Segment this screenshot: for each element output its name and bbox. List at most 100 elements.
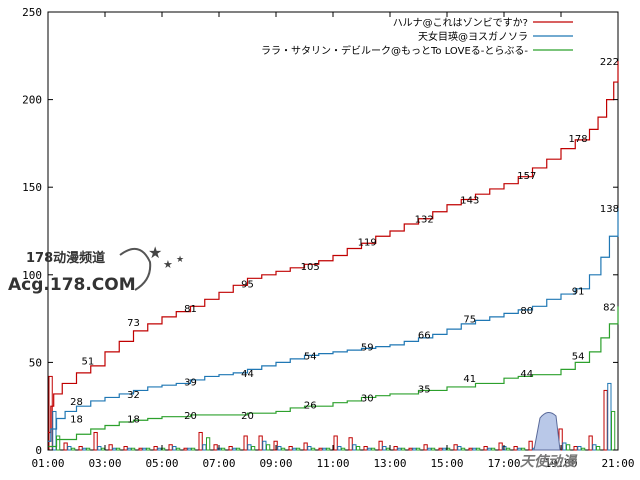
bar-blue — [277, 445, 282, 451]
data-label: 30 — [361, 393, 374, 404]
bar-green — [371, 447, 376, 451]
bar-blue — [427, 447, 432, 451]
data-label: 44 — [520, 369, 533, 380]
series-lines — [48, 61, 619, 448]
bar-green — [131, 447, 136, 451]
y-tick-label: 0 — [35, 444, 42, 457]
bar-red — [123, 445, 128, 451]
bar-green — [71, 447, 76, 451]
data-label: 35 — [418, 385, 431, 396]
star-icon: ★ — [163, 258, 173, 271]
data-label: 39 — [184, 378, 197, 389]
bar-blue — [82, 447, 87, 451]
bar-blue — [187, 447, 192, 451]
bar-blue — [322, 447, 327, 451]
data-label: 73 — [127, 318, 140, 329]
x-tick-label: 21:00 — [601, 457, 634, 470]
bar-red — [528, 440, 533, 451]
legend-label: 天女目瑛@ヨスガノソラ — [418, 30, 528, 43]
bar-blue — [52, 410, 57, 451]
legend-label: ララ・サタリン・デビルーク@もっとTo LOVEる-とらぶる- — [261, 44, 528, 57]
bar-blue — [457, 445, 462, 451]
data-label: 178 — [569, 134, 588, 145]
bar-red — [153, 445, 158, 451]
anime-character-icon — [533, 412, 561, 451]
bar-blue — [337, 445, 342, 451]
data-labels: 51 73 81 95 105 119 132 143 157 178 222 28 32 39 44 54 5… — [70, 57, 619, 425]
bar-blue — [367, 447, 372, 451]
data-label: 105 — [301, 262, 320, 273]
bar-red — [168, 444, 173, 451]
bar-blue — [67, 445, 72, 451]
bar-red — [288, 445, 293, 451]
watermark-line1: 178动漫频道 — [26, 250, 105, 266]
series-line-1 — [48, 208, 619, 442]
data-label: 41 — [463, 374, 476, 385]
bar-red — [393, 445, 398, 451]
bar-green — [356, 445, 361, 451]
data-label: 66 — [418, 330, 431, 341]
data-label: 54 — [304, 351, 317, 362]
series-line-2 — [48, 306, 619, 448]
corner-watermark-text: 天使动漫 — [520, 453, 578, 470]
x-tick-label: 15:00 — [430, 457, 463, 470]
bar-red — [423, 444, 428, 451]
bar-blue — [517, 447, 522, 451]
x-tick-label: 19:00 — [544, 457, 577, 470]
legend: ハルナ@これはゾンビですか?天女目瑛@ヨスガノソラララ・サタリン・デビルーク@も… — [261, 17, 573, 57]
bar-green — [326, 447, 331, 451]
bar-blue — [292, 447, 297, 451]
bar-blue — [397, 447, 402, 451]
x-tick-label: 17:00 — [487, 457, 520, 470]
bar-red — [408, 447, 413, 451]
bar-red — [183, 447, 188, 451]
bar-blue — [172, 445, 177, 451]
y-tick-label: 100 — [22, 269, 42, 282]
corner-watermark: 天使动漫 — [520, 412, 578, 470]
bar-red — [63, 442, 68, 451]
bar-green — [266, 444, 271, 451]
bar-green — [146, 447, 151, 451]
bar-red — [228, 445, 233, 451]
data-label: 222 — [600, 57, 619, 68]
x-tick-label: 13:00 — [373, 457, 406, 470]
bar-blue — [202, 444, 207, 451]
data-label: 75 — [463, 315, 476, 326]
data-label: 82 — [603, 302, 616, 313]
data-label: 95 — [241, 280, 254, 291]
data-label: 91 — [572, 287, 585, 298]
bar-red — [513, 445, 518, 451]
bar-red — [303, 442, 308, 451]
bar-red — [573, 445, 578, 451]
data-label: 80 — [520, 306, 533, 317]
bar-green — [101, 447, 106, 451]
bar-red — [243, 435, 248, 451]
bar-blue — [157, 447, 162, 451]
data-label: 32 — [127, 390, 140, 401]
bar-red — [333, 435, 338, 451]
bar-green — [566, 444, 571, 451]
bar-green — [431, 447, 436, 451]
series-line-0 — [48, 61, 619, 434]
bar-red — [363, 445, 368, 451]
bar-green — [581, 447, 586, 451]
legend-label: ハルナ@これはゾンビですか? — [393, 17, 528, 29]
bar-red — [483, 445, 488, 451]
bar-green — [386, 447, 391, 451]
data-label: 119 — [358, 238, 377, 249]
bar-green — [206, 437, 211, 451]
bar-blue — [382, 445, 387, 451]
bar-red — [258, 435, 263, 451]
bar-blue — [487, 447, 492, 451]
bar-green — [116, 447, 121, 451]
x-tick-label: 07:00 — [202, 457, 235, 470]
data-label: 18 — [127, 414, 140, 425]
bar-red — [588, 435, 593, 451]
bar-green — [461, 447, 466, 451]
data-label: 26 — [304, 400, 317, 411]
watermark-line2: Acg.178.COM — [8, 275, 136, 295]
bar-blue — [127, 447, 132, 451]
bar-blue — [607, 382, 612, 451]
data-label: 143 — [460, 195, 479, 206]
bar-red — [438, 447, 443, 451]
